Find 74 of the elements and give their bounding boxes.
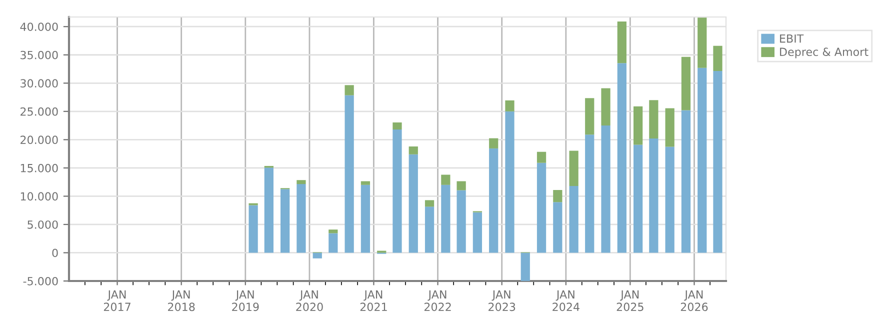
bar bbox=[553, 202, 562, 253]
bar bbox=[553, 190, 562, 202]
x-tick-label: JAN 2024 bbox=[552, 290, 580, 312]
bar bbox=[456, 190, 466, 253]
bar bbox=[698, 68, 707, 253]
bar bbox=[264, 168, 274, 253]
bar bbox=[569, 150, 578, 186]
bar bbox=[633, 106, 643, 145]
bar bbox=[520, 252, 530, 281]
legend-label: Deprec & Amort bbox=[780, 48, 868, 58]
bar bbox=[713, 70, 722, 253]
x-tick-label: JAN 2022 bbox=[424, 290, 451, 312]
bar bbox=[505, 111, 514, 253]
bar bbox=[424, 200, 434, 207]
y-tick-label: 15.000 bbox=[20, 164, 58, 172]
y-tick-label: 40.000 bbox=[20, 22, 58, 31]
bar bbox=[585, 134, 594, 253]
x-tick-label: JAN 2020 bbox=[296, 290, 323, 312]
bar bbox=[601, 88, 610, 126]
bar bbox=[456, 181, 466, 190]
y-tick-label: 20.000 bbox=[20, 136, 58, 144]
bar bbox=[344, 85, 354, 96]
y-tick-label: 30.000 bbox=[20, 79, 58, 88]
y-tick-label: 0 bbox=[52, 248, 58, 258]
x-tick-label: JAN 2026 bbox=[680, 290, 708, 312]
bar bbox=[424, 206, 434, 253]
x-tick-label: JAN 2021 bbox=[360, 290, 387, 312]
bar bbox=[392, 129, 402, 253]
bar bbox=[312, 252, 322, 258]
bar bbox=[536, 152, 546, 163]
y-tick-label: 10.000 bbox=[20, 192, 58, 201]
y-tick-label: -5.000 bbox=[23, 276, 58, 286]
bar bbox=[617, 22, 626, 64]
y-tick-label: 25.000 bbox=[20, 107, 58, 116]
bar bbox=[489, 148, 498, 253]
bar bbox=[441, 174, 450, 185]
bar bbox=[489, 138, 498, 148]
bar bbox=[328, 230, 338, 234]
bar bbox=[296, 184, 306, 253]
x-tick-label: JAN 2017 bbox=[104, 290, 130, 312]
bar bbox=[360, 181, 370, 185]
x-tick-label: JAN 2023 bbox=[488, 290, 516, 312]
bar bbox=[698, 18, 707, 68]
legend-label: EBIT bbox=[780, 34, 804, 43]
bar bbox=[296, 180, 306, 184]
y-tick-label: 35.000 bbox=[20, 50, 58, 60]
bar bbox=[505, 100, 514, 112]
y-tick-label: 5.000 bbox=[28, 220, 58, 229]
bar bbox=[569, 186, 578, 253]
bar bbox=[280, 189, 290, 253]
bar bbox=[649, 138, 658, 253]
bar bbox=[713, 46, 722, 71]
bar bbox=[472, 212, 482, 253]
bar bbox=[649, 100, 658, 139]
bar bbox=[441, 184, 450, 253]
bar bbox=[328, 233, 338, 253]
bar bbox=[536, 162, 546, 253]
x-tick-label: JAN 2025 bbox=[616, 290, 644, 312]
bar bbox=[665, 146, 674, 253]
bar bbox=[408, 146, 418, 154]
bar bbox=[344, 95, 354, 253]
bar bbox=[601, 126, 610, 253]
bar bbox=[617, 63, 626, 253]
bar bbox=[633, 144, 643, 253]
bar bbox=[681, 56, 691, 110]
bar bbox=[248, 205, 258, 253]
bar bbox=[585, 98, 594, 135]
x-tick-label: JAN 2019 bbox=[232, 290, 259, 312]
x-tick-label: JAN 2018 bbox=[168, 290, 195, 312]
bar bbox=[360, 184, 370, 253]
bar bbox=[681, 110, 691, 253]
bar bbox=[408, 154, 418, 253]
bar bbox=[665, 108, 674, 147]
bar bbox=[392, 122, 402, 130]
